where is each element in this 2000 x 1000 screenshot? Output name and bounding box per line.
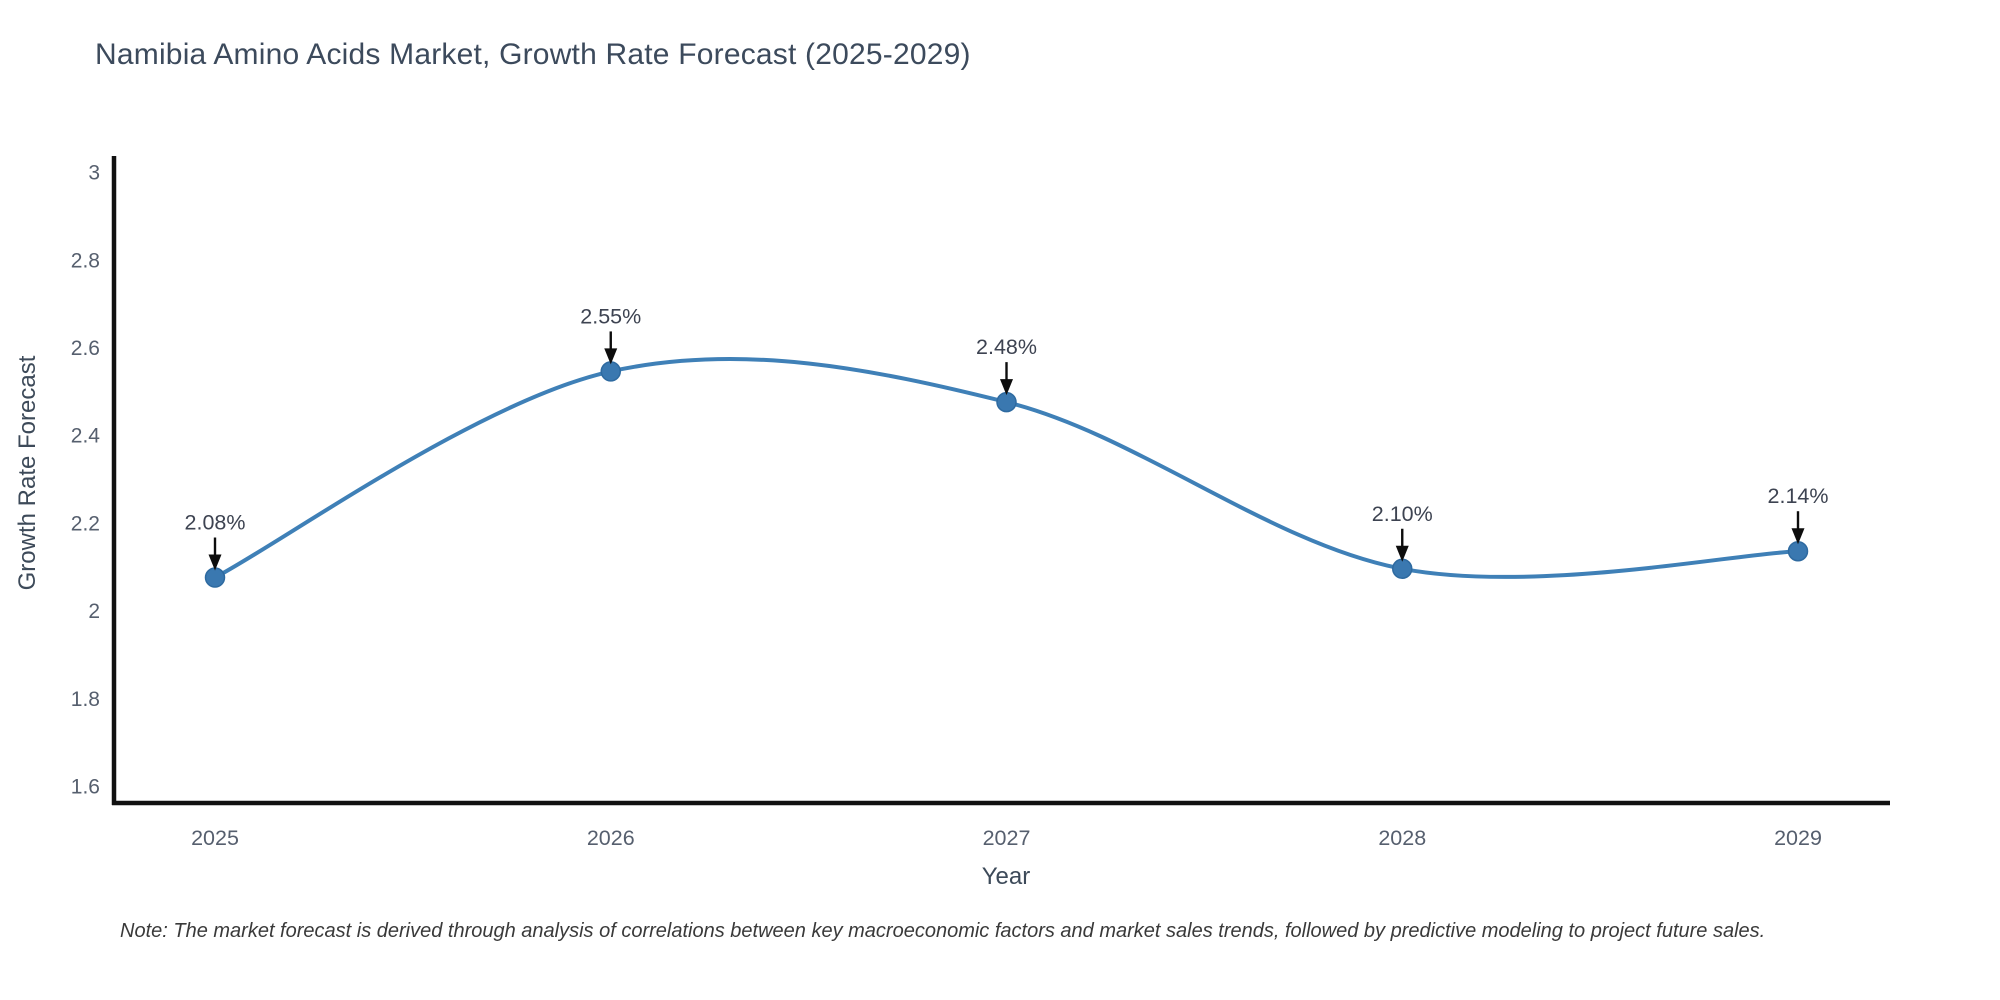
point-annotations: 2.08% 2.55% 2.48% 2.10% 2.14% (185, 304, 1829, 571)
y-axis-tick-labels: 1.6 1.8 2 2.2 2.4 2.6 2.8 3 (71, 162, 101, 799)
down-arrow-icon (1395, 545, 1409, 562)
x-axis-title: Year (981, 863, 1031, 890)
data-point-markers (204, 361, 1809, 588)
point-annotation-label: 2.08% (185, 511, 246, 535)
x-tick-label: 2026 (587, 826, 635, 850)
down-arrow-icon (208, 554, 222, 571)
y-tick-label: 3 (88, 162, 100, 185)
x-tick-label: 2029 (1774, 826, 1822, 850)
y-tick-label: 2.8 (71, 249, 100, 272)
point-annotation-label: 2.10% (1372, 502, 1433, 526)
chart-title: Namibia Amino Acids Market, Growth Rate … (95, 38, 971, 71)
data-point-marker (1787, 540, 1809, 562)
y-tick-label: 2.6 (71, 337, 100, 360)
data-point-marker (1392, 558, 1413, 579)
data-point-marker (600, 361, 621, 382)
data-point-marker (204, 567, 226, 588)
down-arrow-icon (1791, 528, 1805, 545)
x-tick-label: 2025 (191, 826, 239, 850)
point-annotation-label: 2.48% (976, 335, 1037, 359)
x-tick-label: 2027 (983, 826, 1031, 850)
y-tick-label: 1.6 (71, 776, 100, 799)
y-tick-label: 1.8 (71, 688, 100, 711)
x-axis-tick-labels: 2025 2026 2027 2028 2029 (191, 826, 1822, 850)
y-axis-title: Growth Rate Forecast (14, 355, 41, 591)
chart-footnote: Note: The market forecast is derived thr… (120, 920, 1766, 942)
down-arrow-icon (604, 348, 618, 365)
point-annotation-label: 2.55% (580, 304, 641, 328)
y-tick-label: 2 (88, 600, 100, 623)
y-tick-label: 2.2 (71, 512, 100, 535)
axis-lines (111, 156, 1890, 806)
data-point-marker (996, 391, 1017, 413)
point-annotation-label: 2.14% (1768, 484, 1829, 508)
y-tick-label: 2.4 (71, 425, 101, 448)
x-tick-label: 2028 (1378, 826, 1426, 850)
down-arrow-icon (1000, 379, 1013, 396)
